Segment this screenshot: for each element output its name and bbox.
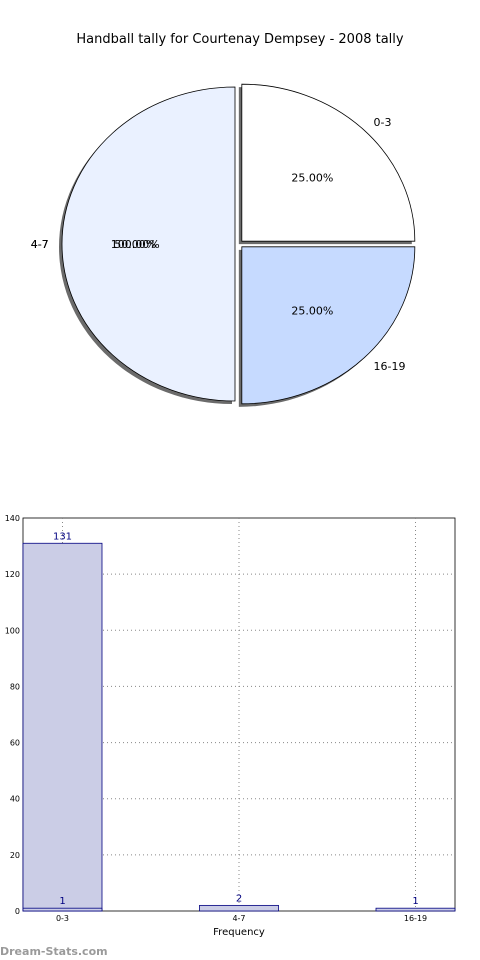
pie-percent-label: 25.00%	[291, 305, 333, 318]
bar-value-label: 1	[59, 896, 65, 907]
y-tick-label: 20	[10, 851, 20, 860]
bar-chart: 0 20 40 60 80 100 120 140 0-3 4-7 16-19 131 2 1 1	[5, 514, 456, 923]
y-tick-label: 120	[5, 570, 20, 579]
pie-percent-label: 50.00%	[114, 238, 156, 251]
pie-slice-0-3	[241, 83, 416, 242]
pie-label: 16-19	[374, 360, 406, 373]
y-tick-label: 0	[15, 907, 20, 916]
pie-percent-label: 100.00%	[111, 238, 160, 251]
y-tick-label: 60	[10, 739, 20, 748]
bar-0-3	[22, 542, 103, 912]
watermark-logo: Dream-Stats.com	[0, 945, 108, 958]
y-tick-label: 140	[5, 514, 20, 523]
bar-4-7	[199, 904, 279, 912]
bar-value-label: 2	[236, 893, 242, 904]
y-tick-label: 100	[5, 626, 20, 635]
x-tick-label: 16-19	[404, 914, 427, 923]
y-tick-label: 40	[10, 795, 20, 804]
pie-slice-16-19	[241, 246, 416, 405]
pie-label: 0-3	[374, 116, 392, 129]
bar-16-19	[375, 907, 456, 912]
pie-label: 4-7	[31, 238, 49, 251]
pie-chart-title: Handball tally for Courtenay Dempsey - 2…	[76, 32, 404, 47]
bar-0-3	[22, 907, 103, 912]
bar-value-label: 131	[53, 531, 72, 542]
bar-x-axis-label: Frequency	[213, 927, 265, 938]
x-tick-label: 0-3	[56, 914, 69, 923]
pie-percent-label: 25.00%	[291, 171, 333, 184]
y-tick-label: 80	[10, 682, 20, 691]
pie-label: 4-7	[31, 238, 49, 251]
x-tick-label: 4-7	[232, 914, 245, 923]
pie-slice-4-7	[61, 86, 236, 402]
bar-value-label: 1	[412, 896, 418, 907]
